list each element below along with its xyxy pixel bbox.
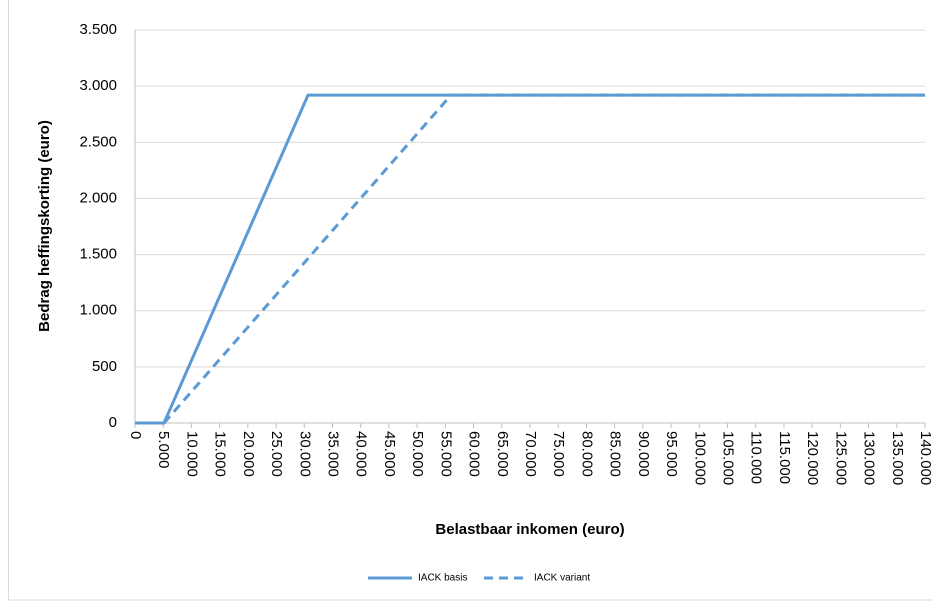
x-tick-label: 65.000 xyxy=(494,431,511,477)
x-tick-label: 50.000 xyxy=(409,431,426,477)
chart-border xyxy=(8,0,933,601)
x-tick-label: 15.000 xyxy=(212,431,229,477)
x-tick-label: 95.000 xyxy=(663,431,680,477)
y-tick-label: 2.500 xyxy=(79,133,117,150)
y-tick-label: 3.500 xyxy=(79,21,117,38)
series-line xyxy=(162,93,925,424)
x-tick-label: 60.000 xyxy=(466,431,483,477)
x-tick-label: 10.000 xyxy=(183,431,200,477)
x-tick-label: 100.000 xyxy=(691,431,708,485)
x-tick-label: 40.000 xyxy=(353,431,370,477)
y-tick-label: 3.000 xyxy=(79,77,117,94)
x-tick-label: 75.000 xyxy=(550,431,567,477)
series-line xyxy=(135,93,925,425)
x-tick-label: 5.000 xyxy=(155,431,172,469)
y-axis-title: Bedrag heffingskorting (euro) xyxy=(36,120,53,332)
y-tick-label: 1.500 xyxy=(79,246,117,263)
x-axis-title: Belastbaar inkomen (euro) xyxy=(435,521,624,538)
x-tick-label: 45.000 xyxy=(381,431,398,477)
x-tick-label: 80.000 xyxy=(578,431,595,477)
x-tick-label: 0 xyxy=(127,431,144,439)
x-tick-label: 85.000 xyxy=(607,431,624,477)
legend-label: IACK variant xyxy=(534,573,590,584)
y-tick-label: 2.000 xyxy=(79,189,117,206)
x-tick-label: 70.000 xyxy=(522,431,539,477)
x-tick-label: 90.000 xyxy=(635,431,652,477)
x-tick-label: 125.000 xyxy=(832,431,849,485)
x-tick-label: 130.000 xyxy=(861,431,878,485)
x-tick-label: 35.000 xyxy=(325,431,342,477)
x-tick-label: 110.000 xyxy=(748,431,765,484)
x-tick-label: 20.000 xyxy=(240,431,257,477)
x-tick-label: 120.000 xyxy=(804,431,821,485)
x-tick-label: 115.000 xyxy=(776,431,793,484)
y-tick-label: 1.000 xyxy=(79,302,117,319)
x-tick-label: 55.000 xyxy=(437,431,454,477)
y-tick-label: 0 xyxy=(109,414,117,431)
x-tick-label: 105.000 xyxy=(720,431,737,485)
y-tick-label: 500 xyxy=(92,358,117,375)
x-tick-label: 135.000 xyxy=(889,431,906,485)
x-tick-label: 30.000 xyxy=(296,431,313,477)
x-tick-label: 25.000 xyxy=(268,431,285,477)
x-tick-label: 140.000 xyxy=(917,431,933,485)
legend-label: IACK basis xyxy=(418,573,467,584)
